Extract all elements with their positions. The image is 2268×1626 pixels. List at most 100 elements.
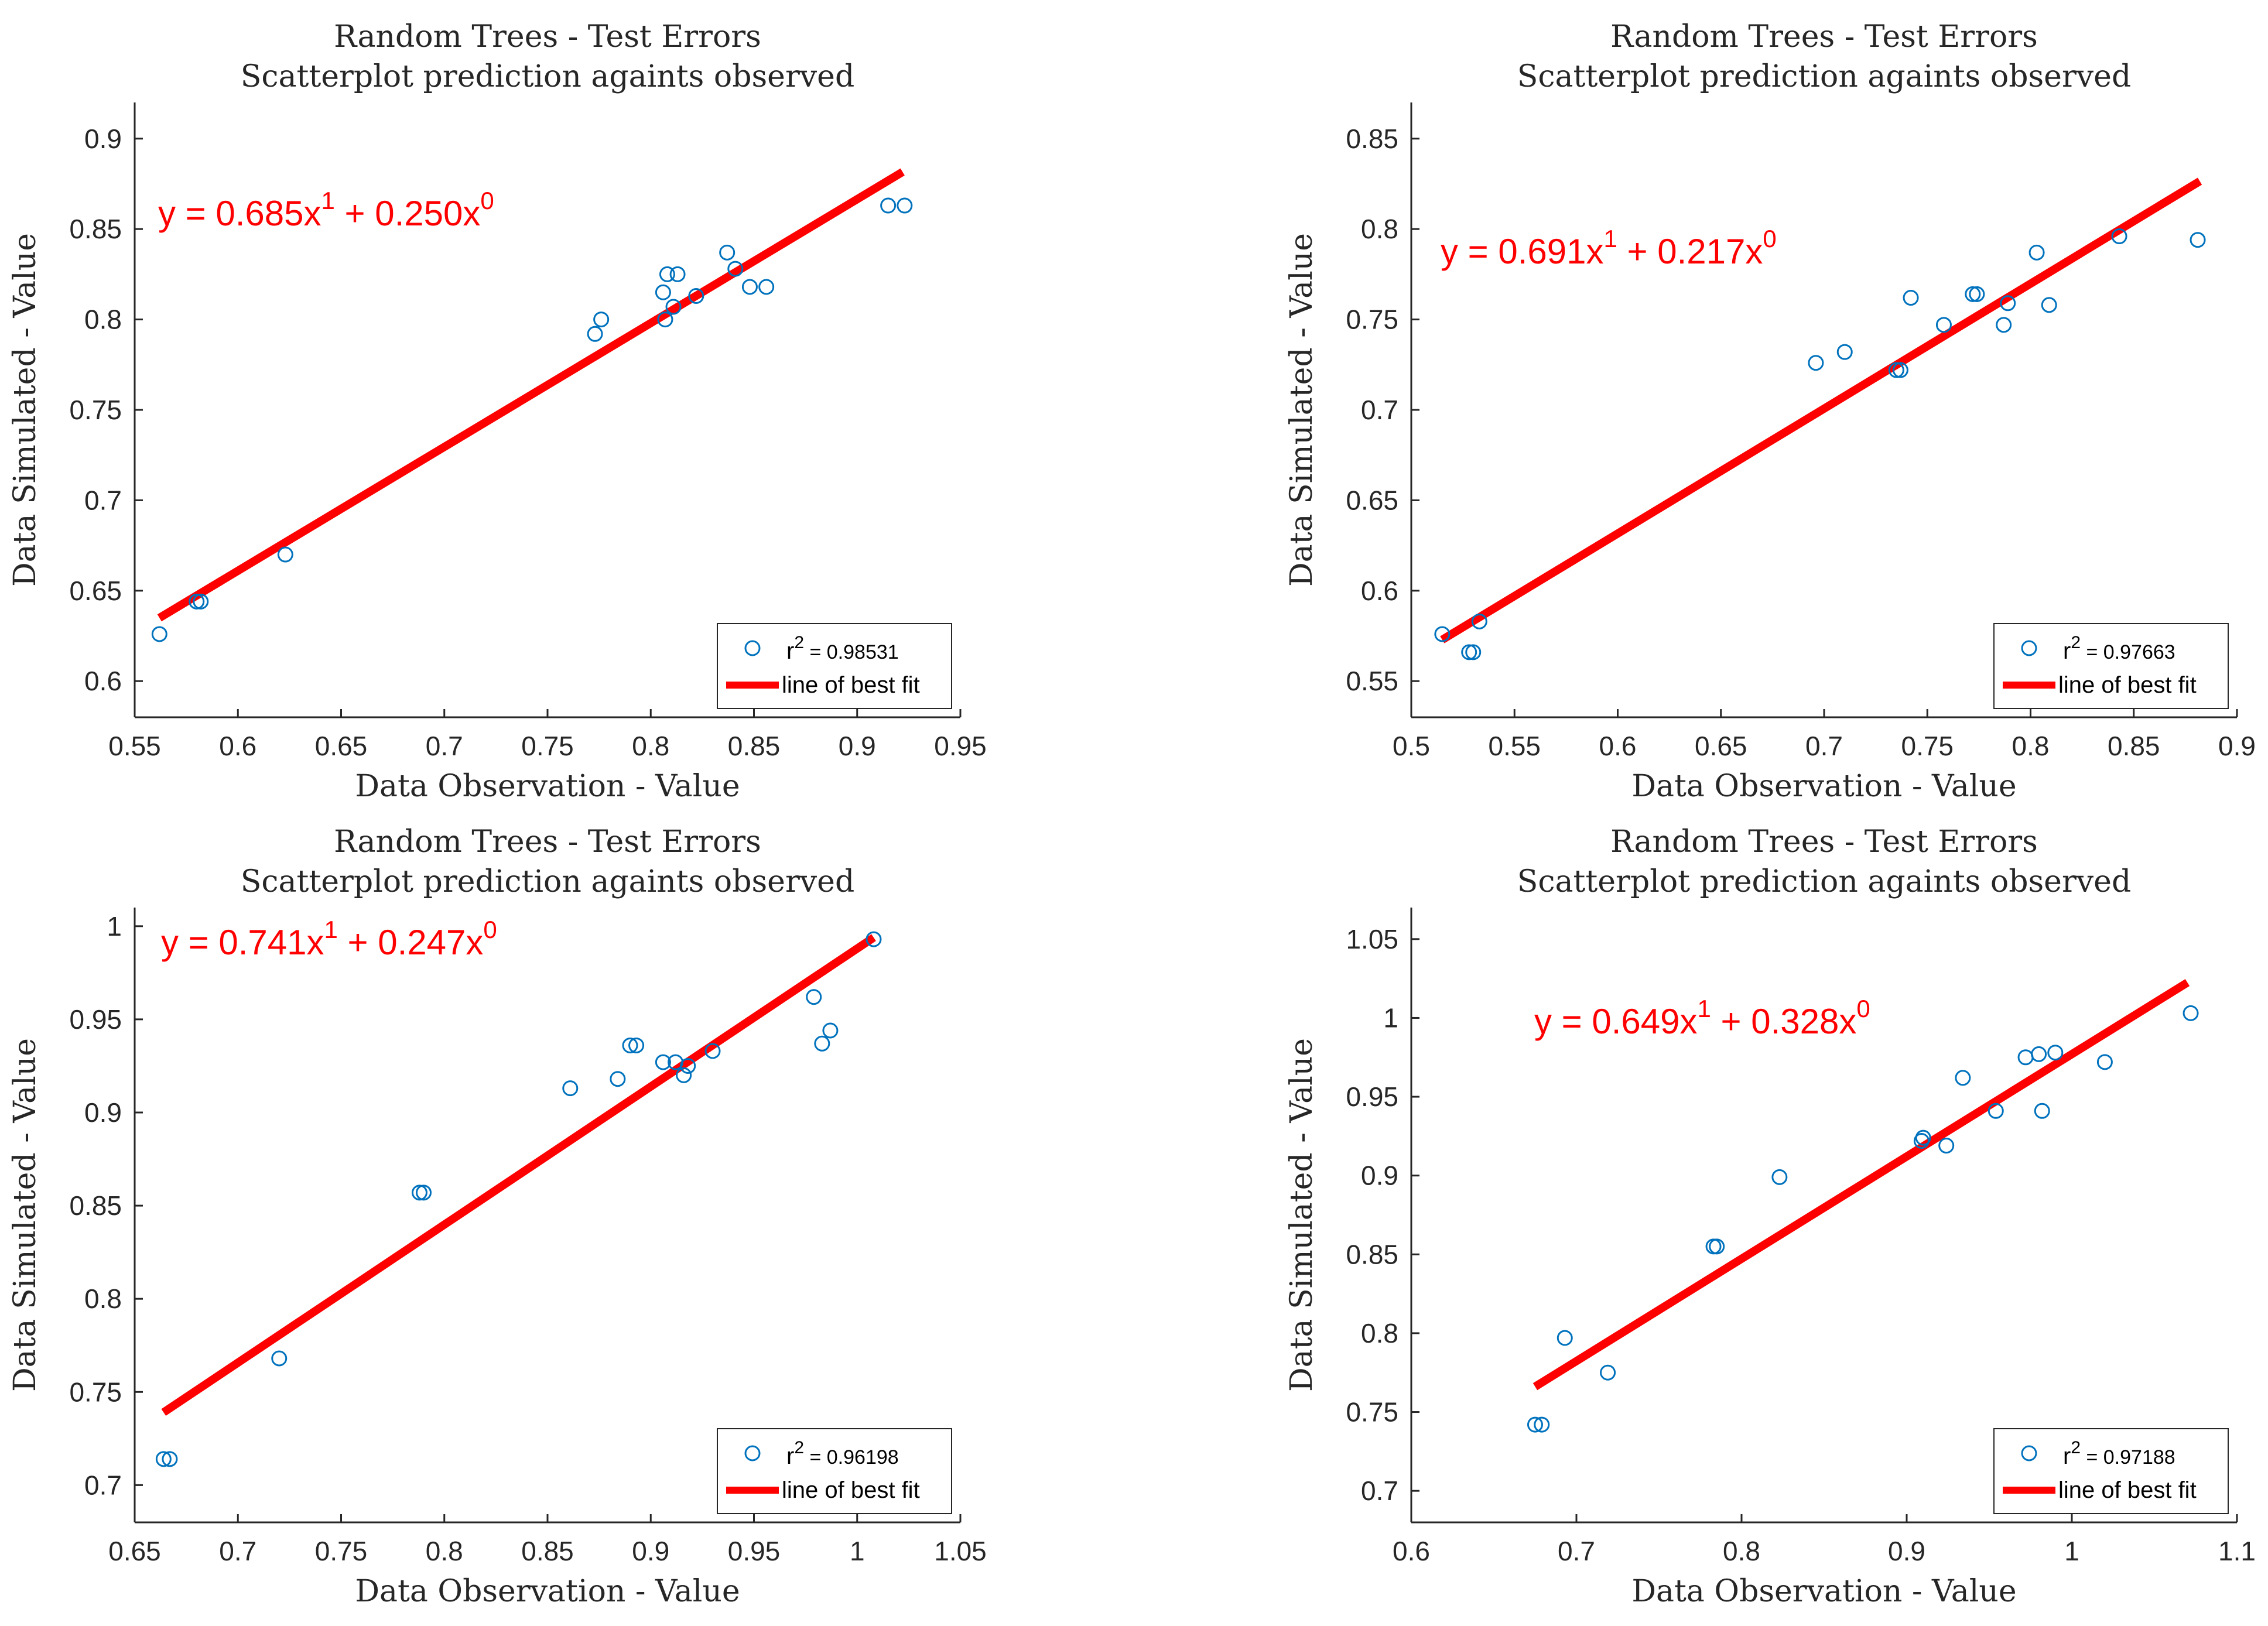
x-tick-label: 0.6 [1599, 731, 1637, 761]
x-tick-label: 0.7 [219, 1536, 256, 1566]
chart-panel-3: Random Trees - Test Errors Scatterplot pr… [8, 824, 987, 1609]
scatter-point [2047, 1045, 2064, 1061]
legend-line-label: line of best fit [2058, 672, 2197, 698]
fit-equation: y = 0.691x1 + 0.217x0 [1441, 225, 1777, 271]
y-tick-label: 0.6 [84, 666, 122, 696]
legend-r-value: = 0.98531 [804, 641, 899, 663]
scatter-point [806, 989, 822, 1005]
scatter-point [880, 197, 897, 214]
legend: r2 = 0.96198 line of best fit [717, 1428, 952, 1514]
legend-r-squared: r2 = 0.97188 [2063, 1438, 2175, 1469]
x-axis-label: Data Observation - Value [355, 769, 740, 804]
legend-r-label: r [786, 1443, 794, 1469]
legend-line-label: line of best fit [2058, 1477, 2197, 1503]
x-tick-label: 0.75 [1901, 731, 1954, 761]
scatter-point [1471, 613, 1487, 629]
y-tick-label: 0.9 [84, 1097, 122, 1128]
scatter-point [162, 1451, 178, 1467]
scatter-point [2034, 1103, 2050, 1119]
x-tick-label: 1 [850, 1536, 865, 1566]
fit-equation: y = 0.741x1 + 0.247x0 [161, 916, 497, 962]
scatter-point [719, 244, 736, 261]
best-fit-line [1532, 979, 2190, 1391]
x-tick-label: 1 [2064, 1536, 2079, 1566]
y-tick-label: 0.8 [1361, 1318, 1398, 1348]
x-tick-label: 0.9 [2218, 731, 2256, 761]
scatter-point [628, 1037, 645, 1053]
y-tick-label: 0.7 [1361, 395, 1398, 425]
scatter-point [277, 546, 293, 563]
scatter-point [1527, 1416, 1543, 1433]
equation-exponent-0: 0 [483, 916, 497, 943]
legend: r2 = 0.97188 line of best fit [1993, 1428, 2229, 1514]
chart-subtitle: Scatterplot prediction againts observed [1517, 59, 2132, 94]
equation-middle: + 0.328x [1711, 1002, 1857, 1041]
chart-title: Random Trees - Test Errors [334, 19, 761, 54]
legend-r-value: = 0.96198 [804, 1446, 899, 1468]
y-axis-label: Data Simulated - Value [1284, 1038, 1319, 1392]
equation-prefix: y = 0.741x [161, 923, 324, 962]
scatter-point [610, 1071, 626, 1087]
scatter-point [2183, 1005, 2199, 1021]
x-tick-label: 0.8 [2012, 731, 2050, 761]
legend-r-label: r [2063, 1443, 2071, 1469]
scatter-point [1969, 286, 1985, 302]
x-tick-label: 0.85 [521, 1536, 574, 1566]
scatter-point [704, 1043, 721, 1059]
scatter-point [655, 284, 671, 300]
scatter-point [2031, 1046, 2047, 1062]
legend-box [717, 623, 952, 709]
x-tick-label: 0.55 [108, 731, 161, 761]
y-tick-label: 0.65 [1346, 485, 1398, 515]
legend-r-label: r [786, 638, 794, 664]
scatter-point [411, 1185, 427, 1201]
y-tick-label: 0.55 [1346, 666, 1398, 696]
x-tick-label: 0.9 [632, 1536, 669, 1566]
best-fit-line [1440, 177, 2202, 643]
legend-box [1993, 1428, 2229, 1514]
y-tick-label: 1 [107, 911, 122, 942]
equation-prefix: y = 0.649x [1534, 1002, 1698, 1041]
legend-r-squared: r2 = 0.97663 [2063, 633, 2175, 664]
y-tick-label: 0.9 [84, 124, 122, 154]
chart-panel-1: Random Trees - Test Errors Scatterplot pr… [8, 19, 987, 804]
scatter-point [1938, 1138, 1955, 1154]
x-tick-label: 0.55 [1488, 731, 1541, 761]
chart-panel-4: Random Trees - Test Errors Scatterplot pr… [1284, 824, 2256, 1609]
x-tick-label: 0.75 [315, 1536, 368, 1566]
chart-title: Random Trees - Test Errors [1610, 824, 2038, 860]
x-tick-label: 0.8 [632, 731, 669, 761]
scatter-point [758, 279, 775, 295]
y-tick-label: 0.6 [1361, 576, 1398, 606]
x-tick-label: 0.9 [839, 731, 876, 761]
scatter-point [2017, 1049, 2034, 1066]
y-tick-label: 0.85 [69, 1190, 122, 1221]
scatter-point [193, 593, 209, 610]
x-tick-label: 0.85 [728, 731, 781, 761]
scatter-point [416, 1185, 432, 1201]
scatter-point [1955, 1070, 1971, 1086]
x-tick-label: 1.05 [934, 1536, 987, 1566]
y-tick-label: 0.75 [69, 395, 122, 425]
y-axis-label: Data Simulated - Value [8, 233, 43, 587]
legend-box [1993, 623, 2229, 709]
scatter-point [593, 311, 610, 328]
scatter-point [2000, 295, 2016, 311]
chart-subtitle: Scatterplot prediction againts observed [241, 59, 855, 94]
scatter-point [669, 266, 686, 282]
x-axis-label: Data Observation - Value [355, 1574, 740, 1609]
chart-panel-2: Random Trees - Test Errors Scatterplot pr… [1284, 19, 2256, 804]
chart-title: Random Trees - Test Errors [334, 824, 761, 860]
equation-prefix: y = 0.691x [1441, 232, 1604, 271]
x-tick-label: 0.7 [1558, 1536, 1595, 1566]
scatter-point [1965, 286, 1981, 302]
scatter-point [727, 261, 744, 277]
scatter-point [189, 593, 205, 610]
scatter-point [622, 1037, 638, 1053]
scatter-point [1935, 317, 1952, 333]
legend-line-label: line of best fit [782, 1477, 920, 1503]
y-tick-label: 1 [1383, 1002, 1398, 1033]
best-fit-line [161, 934, 876, 1416]
scatter-point [1988, 1103, 2004, 1119]
legend-box [717, 1428, 952, 1514]
